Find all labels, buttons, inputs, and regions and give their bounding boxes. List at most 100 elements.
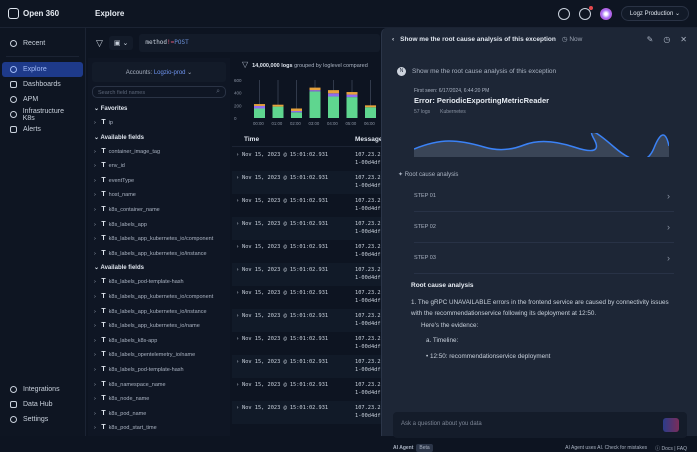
bar-segment xyxy=(272,104,284,107)
bar-segment xyxy=(309,91,321,118)
app-name: Open 360 xyxy=(23,9,60,18)
available-fields-section[interactable]: ⌄ Available fields xyxy=(94,134,144,141)
sidebar-item-recent[interactable]: Recent xyxy=(2,36,83,51)
accounts-selector[interactable]: Accounts: Logzio-prod ⌄ xyxy=(92,62,226,82)
sidebar-item-data-hub[interactable]: Data Hub xyxy=(2,397,84,412)
filter-icon[interactable]: ▽ xyxy=(242,60,249,69)
table-row[interactable]: › Nov 15, 2023 @ 15:01:02.931 107.23.2 1-00… xyxy=(236,336,381,350)
column-header-message: Message xyxy=(355,136,383,143)
ai-panel-header: ‹ Show me the root cause analysis of thi… xyxy=(392,34,687,44)
edit-icon[interactable]: ✎ xyxy=(646,34,654,44)
table-row[interactable]: › Nov 15, 2023 @ 15:01:02.931 107.23.2 1-00… xyxy=(232,309,382,332)
x-tick-label: 03:00 xyxy=(309,121,320,126)
sidebar-item-alerts[interactable]: Alerts xyxy=(2,122,83,137)
table-row[interactable]: › Nov 15, 2023 @ 15:01:02.931 107.23.2 1-00… xyxy=(232,171,382,194)
table-row[interactable]: › Nov 15, 2023 @ 15:01:02.931 107.23.2 1-00… xyxy=(236,290,381,304)
account-selector[interactable]: Logz Production ⌄ xyxy=(620,6,689,21)
sidebar-item-settings[interactable]: Settings xyxy=(2,412,84,427)
table-row[interactable]: › Nov 15, 2023 @ 15:01:02.931 107.23.2 1-00… xyxy=(236,382,381,396)
bar-segment xyxy=(291,112,302,118)
gear-icon xyxy=(10,416,17,423)
y-tick-label: 0 xyxy=(234,116,237,121)
avatar: N xyxy=(397,67,406,76)
ai-agent-icon[interactable] xyxy=(599,7,612,20)
sidebar: Recent Explore Dashboards APM Infrastruc… xyxy=(0,28,86,436)
search-icon[interactable] xyxy=(557,7,570,20)
table-row[interactable]: › Nov 15, 2023 @ 15:01:02.931 107.23.2 1-00… xyxy=(232,263,382,286)
top-bar: Open 360 Explore Logz Production ⌄ xyxy=(0,0,697,28)
table-header: Time Message xyxy=(232,133,382,147)
sidebar-item-explore[interactable]: Explore xyxy=(2,62,83,77)
rca-heading: ✦ Root cause analysis xyxy=(398,172,459,178)
y-tick-label: 400 xyxy=(234,91,242,96)
chevron-right-icon: › xyxy=(667,253,670,263)
favorites-section[interactable]: ⌄ Favorites xyxy=(94,106,128,112)
ai-agent-panel: ‹ Show me the root cause analysis of thi… xyxy=(381,28,697,452)
sidebar-item-integrations[interactable]: Integrations xyxy=(2,382,84,397)
explore-icon xyxy=(10,66,17,73)
bar-segment xyxy=(291,111,302,113)
ai-answer: Root cause analysis 1. The gRPC UNAVAILA… xyxy=(411,282,669,360)
table-row[interactable]: › Nov 15, 2023 @ 15:01:02.931 107.23.2 1-00… xyxy=(232,401,382,424)
bar-segment xyxy=(254,105,265,109)
bar-segment xyxy=(328,96,339,118)
bar-segment xyxy=(309,87,321,91)
x-tick-label: 05:00 xyxy=(346,121,357,126)
send-button[interactable] xyxy=(663,418,679,432)
table-row[interactable]: › Nov 15, 2023 @ 15:01:02.931 107.23.2 1-00… xyxy=(232,355,382,378)
bar-segment xyxy=(254,104,265,106)
step-02[interactable]: STEP 02 › xyxy=(414,212,674,243)
table-row[interactable]: › Nov 15, 2023 @ 15:01:02.931 107.23.2 1-00… xyxy=(236,152,381,166)
field-search-input[interactable]: Search field names ⌕ xyxy=(92,86,226,98)
sidebar-item-dashboards[interactable]: Dashboards xyxy=(2,77,83,92)
page-title: Explore xyxy=(95,9,125,18)
table-row[interactable]: › Nov 15, 2023 @ 15:01:02.931 107.23.2 1-00… xyxy=(232,217,382,240)
saved-query-dropdown[interactable]: ▣ ⌄ xyxy=(108,36,134,50)
bar-segment xyxy=(328,93,339,97)
beta-badge: Beta xyxy=(416,444,433,452)
error-card[interactable]: First seen: 6/17/2024, 6:44:20 PM Error:… xyxy=(414,88,674,158)
sidebar-item-infrastructure-k8s[interactable]: Infrastructure K8s xyxy=(2,107,83,122)
history-icon[interactable]: ◷ xyxy=(663,34,671,44)
x-tick-label: 00:00 xyxy=(253,121,264,126)
bar-segment xyxy=(346,97,358,118)
ask-input[interactable]: Ask a question about you data xyxy=(393,412,687,438)
table-row[interactable]: › Nov 15, 2023 @ 15:01:02.931 107.23.2 1-00… xyxy=(236,198,381,212)
close-icon[interactable]: ✕ xyxy=(680,34,687,44)
docs-link[interactable]: ⓘ Docs | FAQ xyxy=(655,445,687,452)
back-icon[interactable]: ‹ xyxy=(392,35,395,43)
query-input[interactable]: method!=POST xyxy=(139,34,380,52)
fields-panel: Accounts: Logzio-prod ⌄ Search field nam… xyxy=(88,58,230,436)
app-logo[interactable]: Open 360 xyxy=(8,8,59,19)
notifications-icon[interactable] xyxy=(578,5,593,20)
table-row[interactable]: › Nov 15, 2023 @ 15:01:02.931 107.23.2 1-00… xyxy=(236,244,381,258)
step-01[interactable]: STEP 01 › xyxy=(414,181,674,212)
filter-icon[interactable]: ▽ xyxy=(96,37,103,48)
bar-segment xyxy=(346,92,358,95)
x-tick-label: 06:00 xyxy=(364,121,375,126)
step-03[interactable]: STEP 03 › xyxy=(414,243,674,274)
sidebar-item-apm[interactable]: APM xyxy=(2,92,83,107)
available-fields-section[interactable]: ⌄ Available fields xyxy=(94,265,144,272)
error-sparkline xyxy=(414,133,669,157)
